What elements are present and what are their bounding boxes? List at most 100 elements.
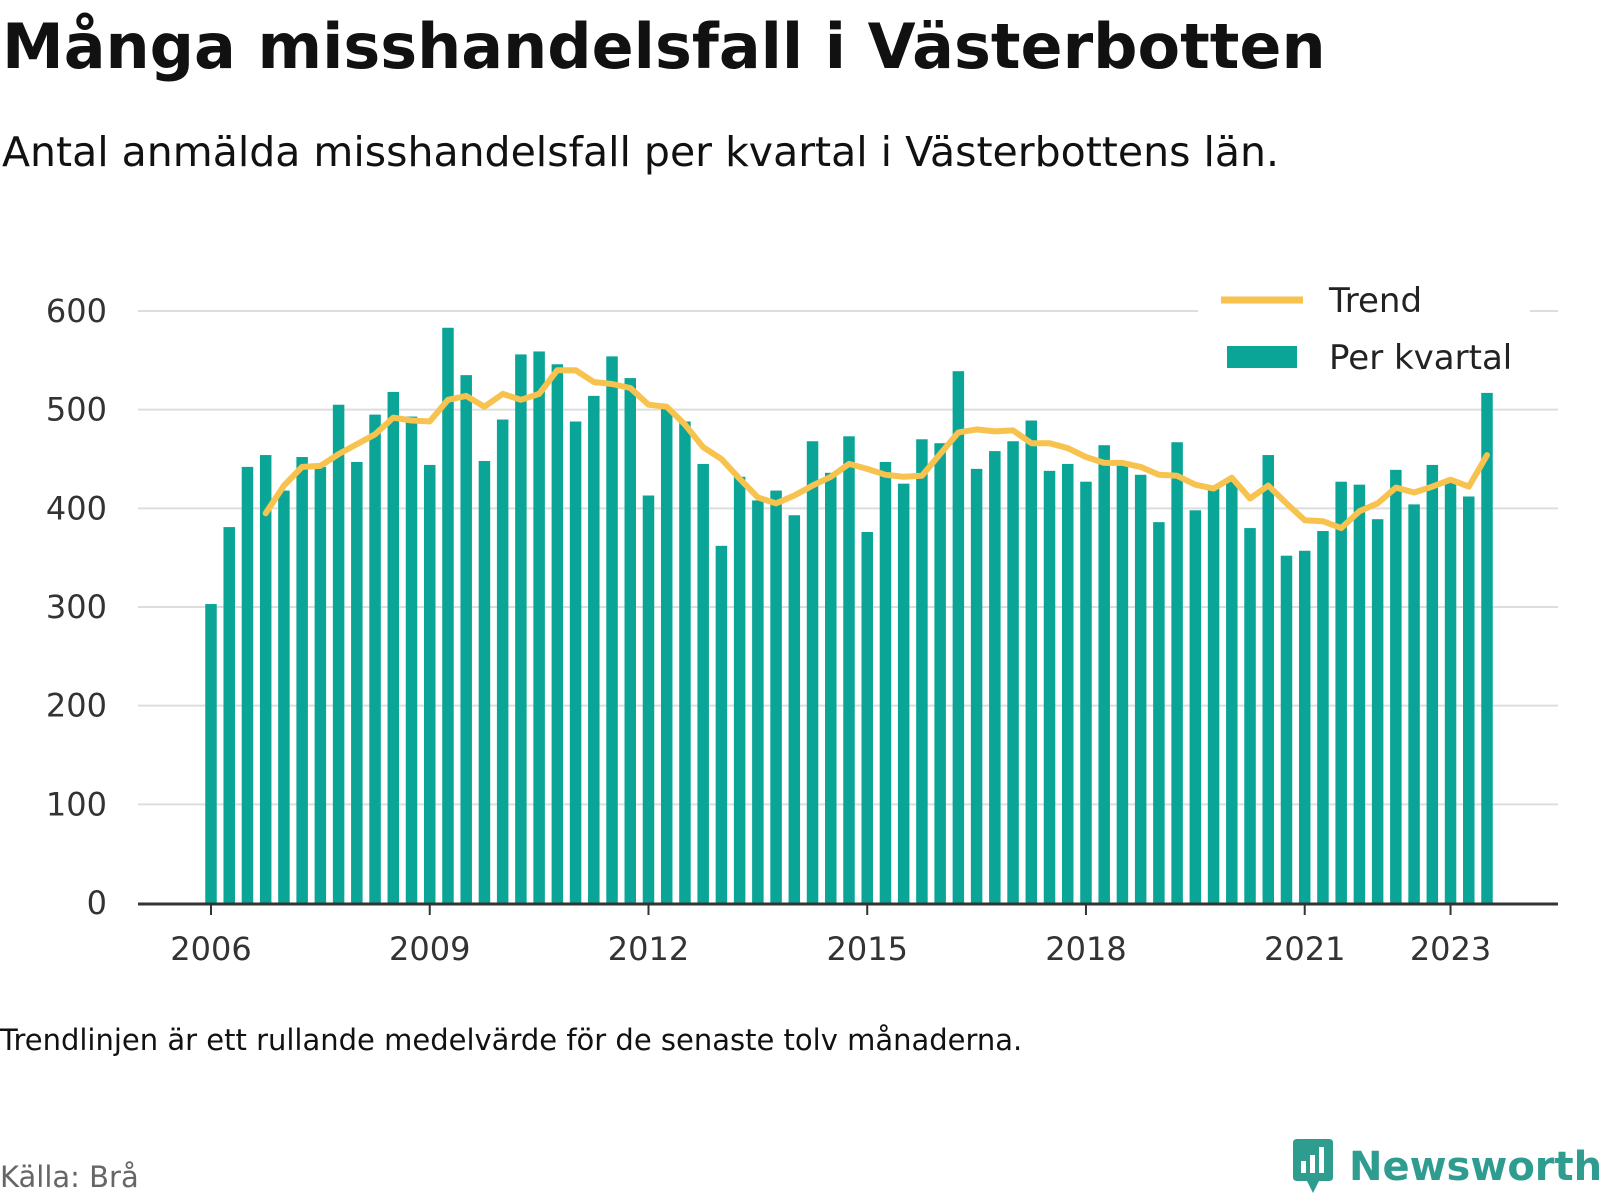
bar (1061, 463, 1074, 903)
brand-logo: Newsworthy (1289, 1137, 1600, 1197)
bar (387, 391, 400, 903)
brand-name: Newsworthy (1349, 1144, 1600, 1190)
bar (1098, 445, 1110, 903)
bar (679, 421, 691, 903)
y-tick-label: 300 (46, 588, 107, 626)
bar (1080, 481, 1092, 903)
y-tick-label: 100 (46, 785, 107, 823)
bar (405, 416, 418, 903)
y-tick-label: 200 (46, 687, 107, 725)
source-credit: Källa: Brå (0, 1160, 139, 1194)
bar (478, 460, 491, 903)
bars (205, 327, 1493, 904)
y-tick-label: 500 (46, 391, 107, 429)
bar (278, 490, 290, 903)
bar (1298, 550, 1311, 903)
bar (496, 419, 509, 903)
bar (1444, 481, 1457, 903)
bar (715, 545, 728, 903)
bar (205, 604, 217, 903)
bar (1390, 469, 1402, 903)
bar (241, 466, 254, 903)
bar (515, 354, 527, 903)
bar (1226, 481, 1238, 903)
bar (1043, 470, 1056, 903)
bar (1244, 528, 1256, 903)
trend-line (262, 367, 1490, 532)
bar (788, 515, 801, 903)
bar (569, 421, 582, 903)
bar (733, 476, 746, 903)
bar (1116, 463, 1129, 903)
bar (825, 472, 837, 903)
bar (916, 439, 928, 903)
x-tick-label: 2015 (827, 930, 908, 968)
x-tick-label: 2018 (1045, 930, 1126, 968)
bar (1463, 496, 1475, 903)
bar (770, 490, 782, 903)
chart-subtitle: Antal anmälda misshandelsfall per kvarta… (2, 128, 1280, 176)
bar (588, 395, 600, 903)
x-tick-label: 2012 (608, 930, 689, 968)
footnote: Trendlinjen är ett rullande medelvärde f… (0, 1023, 1023, 1057)
legend: Trend Per kvartal (1198, 281, 1530, 378)
bar (1408, 504, 1420, 903)
x-tick-label: 2006 (170, 930, 251, 968)
bar (1207, 485, 1220, 903)
bar (259, 455, 272, 903)
bar (1317, 531, 1329, 903)
trend-line-group (262, 367, 1490, 532)
bar (1280, 555, 1293, 903)
bar (1335, 481, 1347, 903)
y-axis-ticks: 0 100 200 300 400 500 600 (46, 292, 107, 922)
bar (806, 441, 819, 903)
bar (752, 500, 764, 903)
bar (624, 378, 637, 903)
bar (1426, 464, 1439, 903)
bar (442, 327, 454, 904)
bar (642, 495, 655, 903)
bar (861, 532, 873, 903)
chart-title: Många misshandelsfall i Västerbotten (2, 10, 1326, 83)
newsworthy-logo-icon (1293, 1139, 1333, 1193)
bar (989, 451, 1001, 903)
bar (697, 463, 709, 903)
bar (606, 356, 618, 903)
bar (1481, 392, 1493, 903)
x-tick-label: 2023 (1410, 930, 1491, 968)
y-tick-label: 400 (46, 489, 107, 527)
bar (879, 461, 892, 903)
bar (1025, 420, 1038, 903)
chart: 0 100 200 300 400 500 600 2006 2009 2012 2015 2018… (46, 281, 1558, 968)
bar (1353, 484, 1366, 903)
bar (1262, 455, 1275, 903)
bar (970, 468, 983, 903)
bar (897, 483, 910, 903)
bar (351, 461, 363, 903)
bar (314, 466, 327, 903)
x-tick-label: 2021 (1264, 930, 1345, 968)
x-tick-label: 2009 (389, 930, 470, 968)
bar (533, 351, 545, 903)
bar (1153, 522, 1165, 903)
legend-bar-label: Per kvartal (1329, 338, 1512, 378)
bar (1189, 510, 1202, 903)
bar (369, 414, 381, 903)
bar (1371, 519, 1384, 903)
x-axis-ticks: 2006 2009 2012 2015 2018 2021 2023 (170, 905, 1491, 968)
y-tick-label: 600 (46, 292, 107, 330)
bar (843, 436, 855, 903)
bar (332, 404, 345, 903)
bar (1171, 442, 1183, 903)
bar (660, 407, 673, 903)
bar (223, 527, 235, 903)
y-tick-label: 0 (87, 884, 107, 922)
bar (1134, 474, 1147, 903)
bar (423, 464, 436, 903)
bar (460, 375, 472, 904)
bar (934, 443, 946, 903)
legend-trend-label: Trend (1328, 281, 1422, 321)
legend-bar-swatch (1227, 346, 1297, 368)
bar (551, 364, 564, 903)
bar (296, 457, 308, 903)
